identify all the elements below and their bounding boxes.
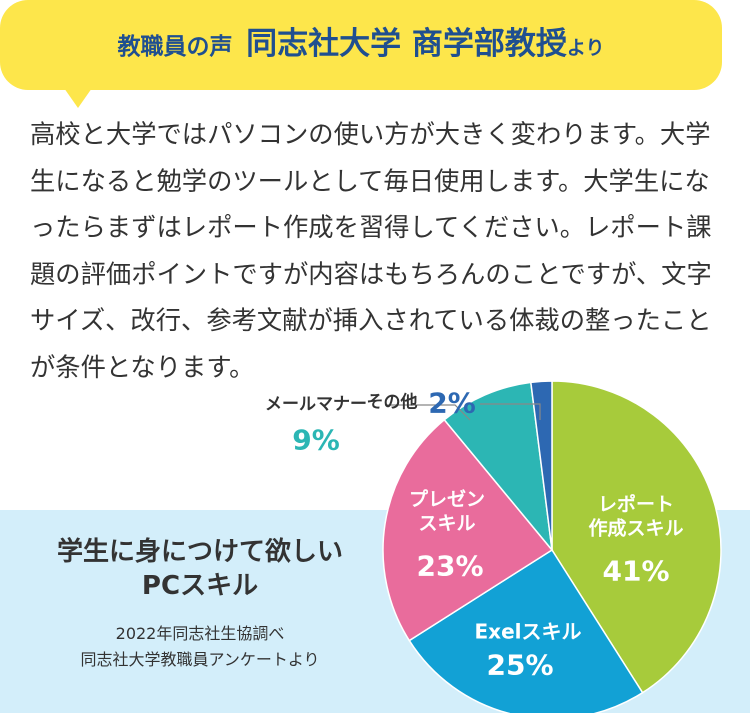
pie-slice — [529, 380, 553, 551]
leader-line — [480, 403, 541, 420]
slice-label: プレゼン スキル — [408, 488, 486, 534]
value-label: 23% — [416, 549, 484, 583]
title-main: 同志社大学 商学部教授 — [246, 26, 567, 62]
pie-slice — [408, 548, 644, 713]
pie — [382, 380, 722, 713]
slice-label: レポート 作成スキル — [588, 493, 684, 539]
title: 教職員の声 同志社大学 商学部教授より — [0, 18, 722, 63]
value-label: 2% — [428, 386, 476, 420]
leader-line — [385, 404, 471, 421]
title-prefix: 教職員の声 — [117, 34, 233, 60]
bubble-tail — [64, 88, 92, 108]
value-label: 25% — [486, 648, 554, 682]
pie-slice — [443, 381, 554, 553]
pie-slice — [551, 380, 722, 694]
body-text: 高校と大学ではパソコンの使い方が大きく変わります。大学生になると勉学のツールとし… — [30, 120, 712, 382]
value-label: 9% — [292, 423, 340, 457]
slice-label: その他 — [366, 392, 418, 413]
chart-source: 2022年同志社生協調べ 同志社大学教職員アンケートより — [80, 624, 320, 669]
slice-label: メールマナー — [265, 394, 367, 415]
pie-slice — [382, 418, 554, 642]
title-suffix: より — [566, 37, 605, 59]
title-bubble — [0, 0, 722, 90]
value-label: 41% — [602, 554, 670, 588]
slice-label: Exelスキル — [474, 619, 582, 644]
chart-title: 学生に身につけて欲しい PCスキル — [56, 537, 344, 601]
